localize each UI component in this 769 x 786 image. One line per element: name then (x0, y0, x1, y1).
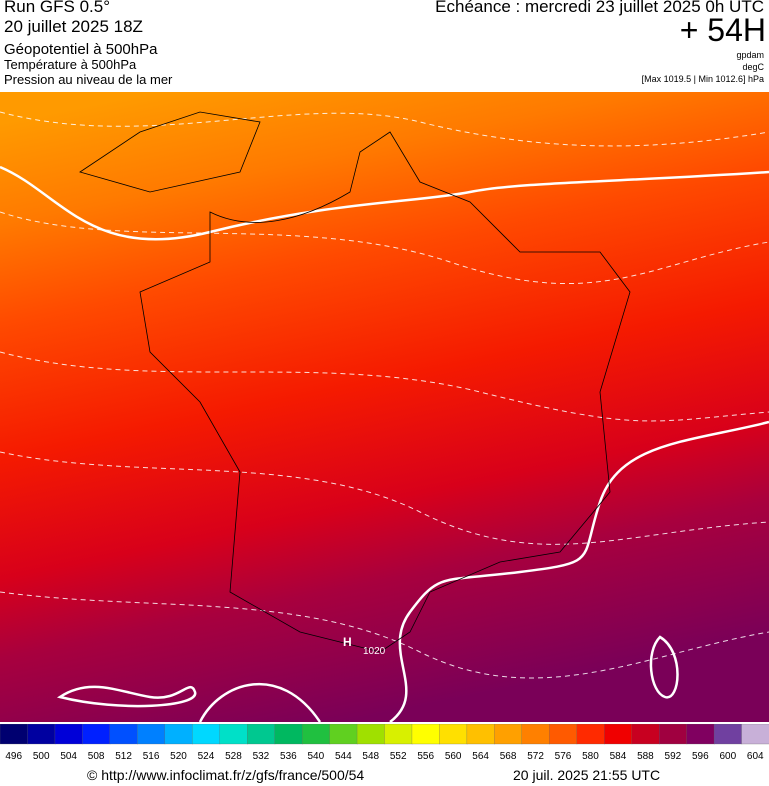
unit-temperature: degC (742, 62, 764, 72)
unit-geopotential: gpdam (736, 50, 764, 60)
legend-label: 576 (555, 751, 572, 762)
color-swatch (741, 724, 769, 745)
isobar-label: 1020 (363, 646, 386, 657)
lead-time: + 54H (679, 12, 766, 48)
color-swatch (521, 724, 550, 745)
legend-label: 548 (362, 751, 379, 762)
color-swatch (356, 724, 386, 745)
legend-label: 536 (280, 751, 297, 762)
color-swatch (247, 724, 276, 745)
color-swatch (192, 724, 221, 745)
legend-label: 596 (692, 751, 709, 762)
geopotential-contours (0, 165, 769, 722)
legend-label: 572 (527, 751, 544, 762)
legend-label: 600 (719, 751, 736, 762)
legend-label: 508 (88, 751, 105, 762)
color-swatch (54, 724, 84, 745)
color-swatch (0, 724, 29, 745)
color-swatch (631, 724, 660, 745)
run-date: 20 juillet 2025 18Z (4, 17, 143, 36)
legend-label: 528 (225, 751, 242, 762)
source-url: © http://www.infoclimat.fr/z/gfs/france/… (87, 767, 365, 783)
map: H 1020 (0, 92, 769, 722)
legend-label: 540 (307, 751, 324, 762)
legend-label: 564 (472, 751, 489, 762)
color-swatch (604, 724, 633, 745)
pressure-range: [Max 1019.5 | Min 1012.6] hPa (641, 74, 764, 84)
color-swatch (494, 724, 523, 745)
color-swatch (82, 724, 111, 745)
field-1: Géopotentiel à 500hPa (4, 41, 158, 58)
run: Run GFS 0.5° (4, 0, 111, 16)
color-swatch (658, 724, 688, 745)
legend-label: 604 (747, 751, 764, 762)
color-swatch (274, 724, 303, 745)
color-swatch (411, 724, 441, 745)
field-2: Température à 500hPa (4, 57, 137, 72)
legend-label: 588 (637, 751, 654, 762)
color-swatch (466, 724, 496, 745)
legend-label: 516 (143, 751, 160, 762)
temperature-isolines (0, 111, 769, 679)
color-swatch (576, 724, 605, 745)
color-swatch (27, 724, 56, 745)
echeance: Echéance : mercredi 23 juillet 2025 0h U… (435, 0, 764, 16)
color-swatch (137, 724, 166, 745)
legend-label: 584 (610, 751, 627, 762)
temperature-field (0, 92, 769, 722)
field-3: Pression au niveau de la mer (4, 72, 173, 87)
legend-label: 552 (390, 751, 407, 762)
legend-label: 500 (33, 751, 50, 762)
color-swatch (713, 724, 743, 745)
legend-label: 496 (5, 751, 22, 762)
legend-label: 504 (60, 751, 77, 762)
color-swatch (329, 724, 358, 745)
coastlines (79, 111, 631, 653)
legend-label: 592 (665, 751, 682, 762)
legend-label: 544 (335, 751, 352, 762)
color-swatch (549, 724, 578, 745)
color-swatch (384, 724, 413, 745)
color-swatch (109, 724, 138, 745)
legend-label: 560 (445, 751, 462, 762)
legend-label: 580 (582, 751, 599, 762)
color-swatch (164, 724, 193, 745)
color-swatch (301, 724, 331, 745)
legend-label: 512 (115, 751, 132, 762)
legend-label: 524 (198, 751, 215, 762)
legend-label: 556 (417, 751, 434, 762)
high-pressure: H (343, 635, 352, 649)
colorbar: 496 500 504 508 512 516 520 524 528 532 536 540 544 5… (0, 724, 769, 762)
timestamp: 20 juil. 2025 21:55 UTC (513, 767, 661, 783)
legend-label: 520 (170, 751, 187, 762)
legend-label: 568 (500, 751, 517, 762)
color-swatch (219, 724, 248, 745)
color-swatch (686, 724, 715, 745)
legend-label: 532 (253, 751, 270, 762)
color-swatch (439, 724, 468, 745)
